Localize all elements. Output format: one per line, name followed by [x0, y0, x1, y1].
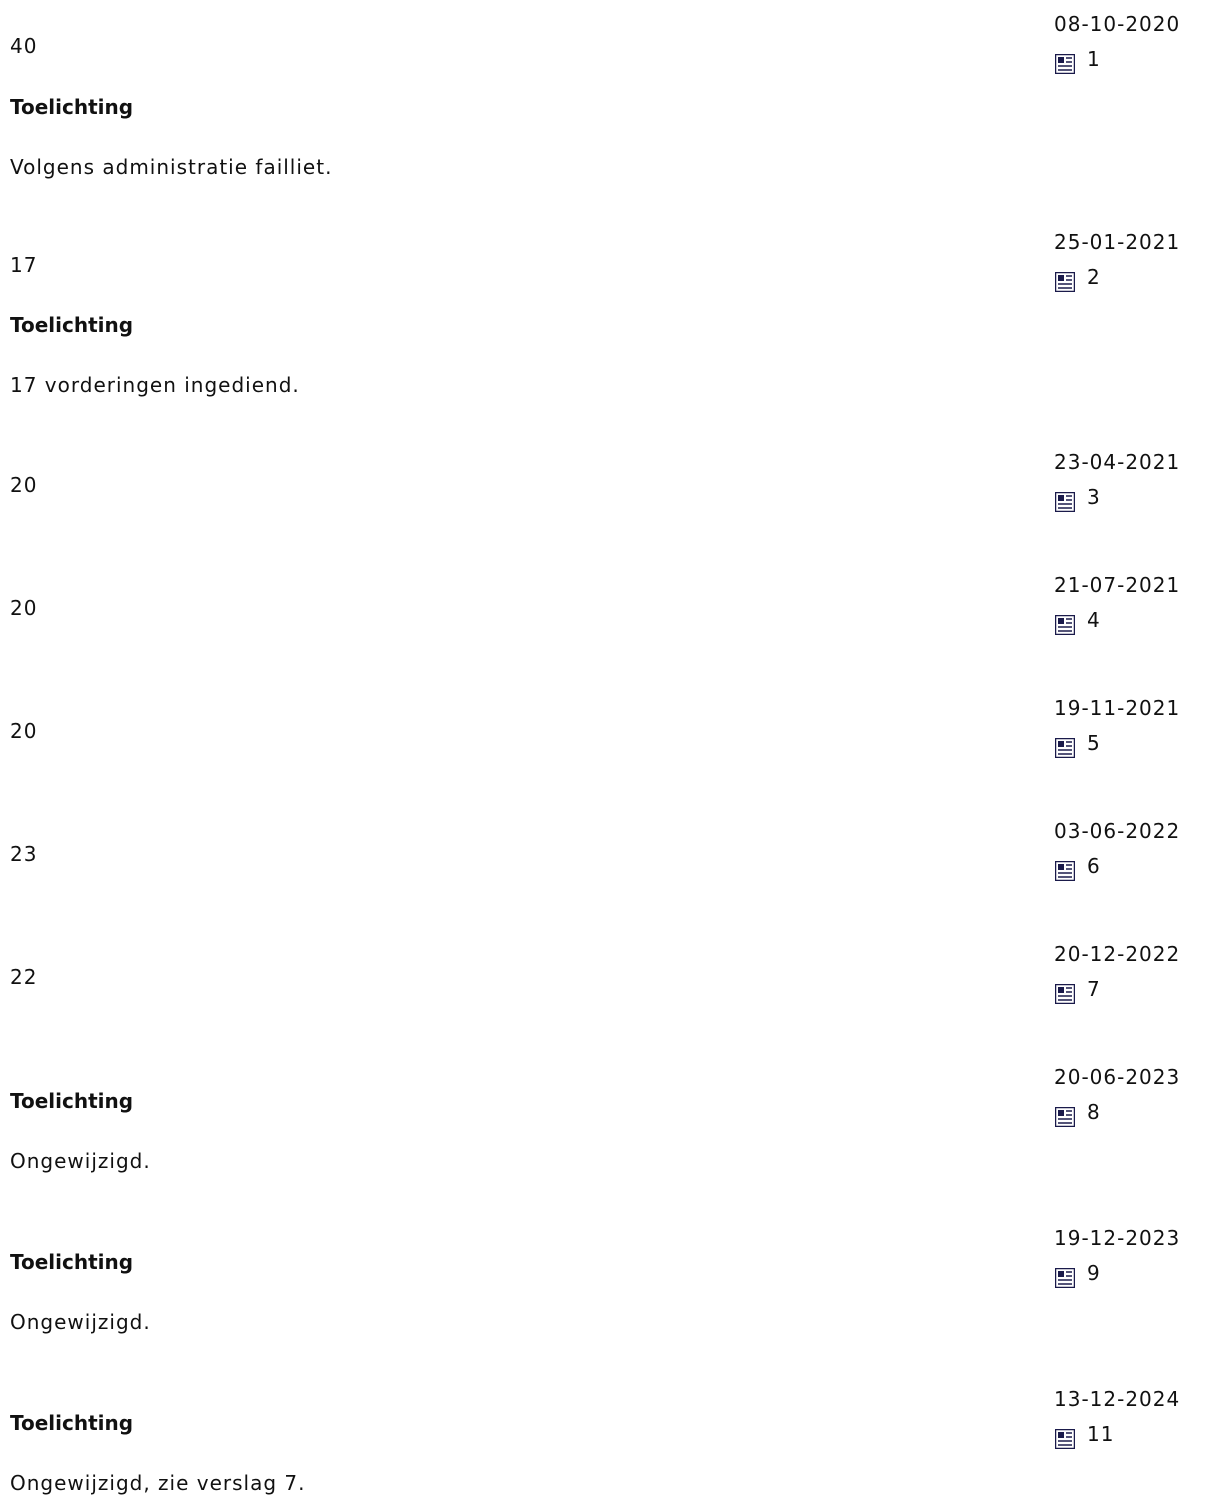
toelichting-heading: Toelichting — [10, 1089, 134, 1113]
entry-date: 08-10-2020 — [1054, 12, 1181, 36]
entry-date: 19-12-2023 — [1054, 1226, 1181, 1250]
document-icon — [1055, 738, 1075, 758]
document-icon — [1055, 984, 1075, 1004]
toelichting-text: Volgens administratie failliet. — [10, 155, 333, 179]
report-number: 6 — [1087, 854, 1101, 878]
toelichting-heading: Toelichting — [10, 95, 134, 119]
entry-value: 23 — [10, 842, 38, 866]
report-number: 9 — [1087, 1261, 1101, 1285]
report-number: 1 — [1087, 47, 1101, 71]
report-number: 5 — [1087, 731, 1101, 755]
report-number: 7 — [1087, 977, 1101, 1001]
document-icon — [1055, 1107, 1075, 1127]
toelichting-text: Ongewijzigd. — [10, 1310, 151, 1334]
document-icon — [1055, 492, 1075, 512]
entry-date: 20-12-2022 — [1054, 942, 1181, 966]
entry-value: 40 — [10, 34, 38, 58]
entry-value: 22 — [10, 965, 38, 989]
toelichting-heading: Toelichting — [10, 1250, 134, 1274]
report-number: 2 — [1087, 265, 1101, 289]
entry-value: 20 — [10, 596, 38, 620]
document-icon — [1055, 861, 1075, 881]
toelichting-heading: Toelichting — [10, 313, 134, 337]
document-icon — [1055, 54, 1075, 74]
entry-date: 13-12-2024 — [1054, 1387, 1181, 1411]
document-icon — [1055, 272, 1075, 292]
document-icon — [1055, 615, 1075, 635]
entry-date: 25-01-2021 — [1054, 230, 1181, 254]
entry-value: 20 — [10, 719, 38, 743]
entry-date: 21-07-2021 — [1054, 573, 1181, 597]
document-icon — [1055, 1268, 1075, 1288]
entry-value: 17 — [10, 253, 38, 277]
report-number: 8 — [1087, 1100, 1101, 1124]
entry-value: 20 — [10, 473, 38, 497]
toelichting-text: Ongewijzigd, zie verslag 7. — [10, 1471, 306, 1495]
report-number: 4 — [1087, 608, 1101, 632]
entry-date: 19-11-2021 — [1054, 696, 1181, 720]
entry-date: 03-06-2022 — [1054, 819, 1181, 843]
toelichting-text: 17 vorderingen ingediend. — [10, 373, 300, 397]
report-number: 3 — [1087, 485, 1101, 509]
document-icon — [1055, 1429, 1075, 1449]
toelichting-text: Ongewijzigd. — [10, 1149, 151, 1173]
toelichting-heading: Toelichting — [10, 1411, 134, 1435]
entry-date: 23-04-2021 — [1054, 450, 1181, 474]
entry-date: 20-06-2023 — [1054, 1065, 1181, 1089]
report-number: 11 — [1087, 1422, 1115, 1446]
